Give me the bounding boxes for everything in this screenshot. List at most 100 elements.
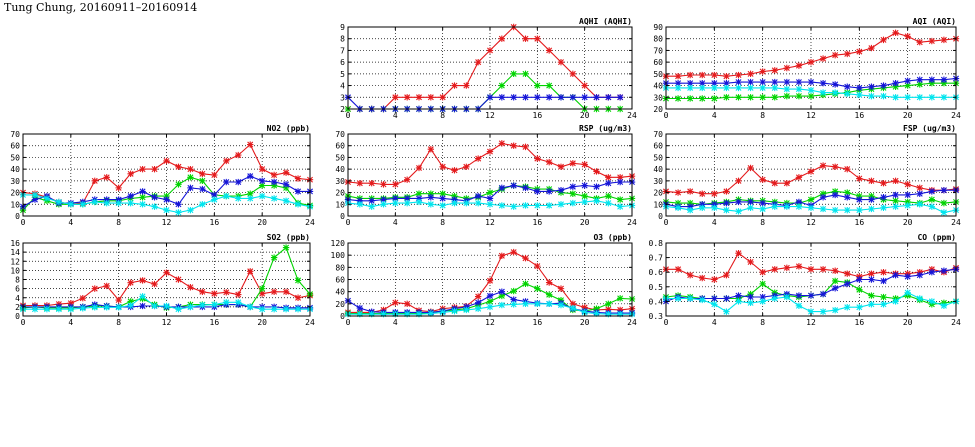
data-point — [735, 177, 742, 185]
data-point — [783, 180, 791, 187]
data-point — [31, 305, 39, 313]
y-tick-label: 60 — [10, 142, 20, 151]
data-point — [545, 82, 553, 89]
series-rsp-0 — [344, 140, 636, 188]
data-point — [892, 203, 899, 210]
data-point — [844, 194, 851, 201]
data-point — [699, 95, 706, 102]
data-point — [844, 83, 851, 90]
data-point — [916, 201, 923, 208]
data-point — [819, 190, 827, 197]
data-point — [928, 76, 936, 83]
data-point — [163, 269, 170, 276]
data-point — [868, 301, 875, 308]
data-point — [163, 302, 170, 310]
data-point — [522, 202, 529, 209]
data-point — [747, 84, 754, 92]
data-point — [831, 191, 839, 199]
data-point — [868, 83, 875, 90]
data-point — [844, 304, 851, 311]
data-point — [569, 199, 577, 207]
data-point — [795, 302, 803, 309]
data-point — [831, 306, 839, 314]
data-point — [928, 37, 936, 45]
data-point — [427, 190, 435, 197]
data-point — [67, 300, 75, 307]
data-point — [43, 195, 51, 202]
x-tick-label: 16 — [210, 218, 220, 227]
data-point — [534, 300, 541, 308]
data-point — [686, 271, 694, 279]
data-point — [247, 195, 254, 202]
x-tick-label: 8 — [440, 111, 445, 120]
data-point — [103, 199, 110, 207]
data-point — [282, 197, 290, 204]
data-point — [258, 165, 266, 173]
data-point — [747, 293, 754, 301]
data-point — [294, 175, 302, 182]
data-point — [103, 304, 110, 311]
data-point — [616, 94, 624, 101]
y-tick-label: 6 — [15, 285, 20, 294]
data-point — [674, 73, 682, 80]
data-point — [616, 174, 624, 181]
data-point — [427, 94, 435, 101]
y-tick-label: 2 — [340, 105, 345, 114]
data-point — [270, 288, 278, 296]
x-tick-label: 20 — [580, 111, 590, 120]
data-point — [735, 71, 742, 79]
data-point — [593, 183, 600, 190]
data-point — [486, 303, 494, 311]
data-point — [498, 202, 506, 209]
data-point — [904, 181, 911, 188]
data-point — [699, 190, 706, 197]
data-point — [771, 203, 778, 210]
data-point — [940, 302, 948, 309]
data-point — [175, 276, 182, 283]
data-point — [403, 199, 411, 207]
chart-title: CO (ppm) — [917, 233, 956, 242]
data-point — [807, 204, 815, 211]
data-point — [819, 55, 827, 62]
data-point — [747, 204, 754, 211]
data-point — [392, 195, 399, 202]
data-point — [783, 92, 791, 100]
data-point — [807, 308, 815, 315]
data-point — [844, 189, 851, 196]
data-point — [127, 279, 134, 286]
data-point — [569, 94, 577, 101]
data-point — [723, 271, 730, 279]
data-point — [91, 198, 98, 206]
data-point — [880, 36, 887, 44]
data-point — [916, 94, 923, 101]
series-rsp-3 — [344, 197, 636, 210]
data-point — [711, 71, 718, 79]
y-tick-label: 3 — [340, 93, 345, 102]
y-tick-label: 60 — [653, 142, 663, 151]
y-tick-label: 0.4 — [649, 297, 664, 306]
data-point — [916, 184, 923, 192]
data-point — [747, 70, 754, 78]
x-tick-label: 24 — [627, 218, 637, 227]
data-point — [616, 203, 624, 210]
data-point — [474, 299, 482, 306]
data-point — [928, 94, 936, 101]
data-point — [771, 78, 778, 86]
y-tick-label: 20 — [653, 105, 663, 114]
data-point — [474, 192, 482, 200]
data-point — [439, 163, 446, 170]
data-point — [451, 167, 458, 174]
data-point — [674, 189, 682, 196]
y-tick-label: 5 — [340, 70, 345, 79]
data-point — [916, 295, 923, 302]
data-point — [211, 196, 218, 203]
data-point — [605, 300, 612, 308]
data-point — [486, 148, 494, 155]
data-point — [175, 201, 182, 208]
data-point — [510, 301, 517, 308]
data-point — [674, 204, 682, 211]
data-point — [819, 89, 827, 96]
x-tick-label: 20 — [580, 318, 590, 327]
